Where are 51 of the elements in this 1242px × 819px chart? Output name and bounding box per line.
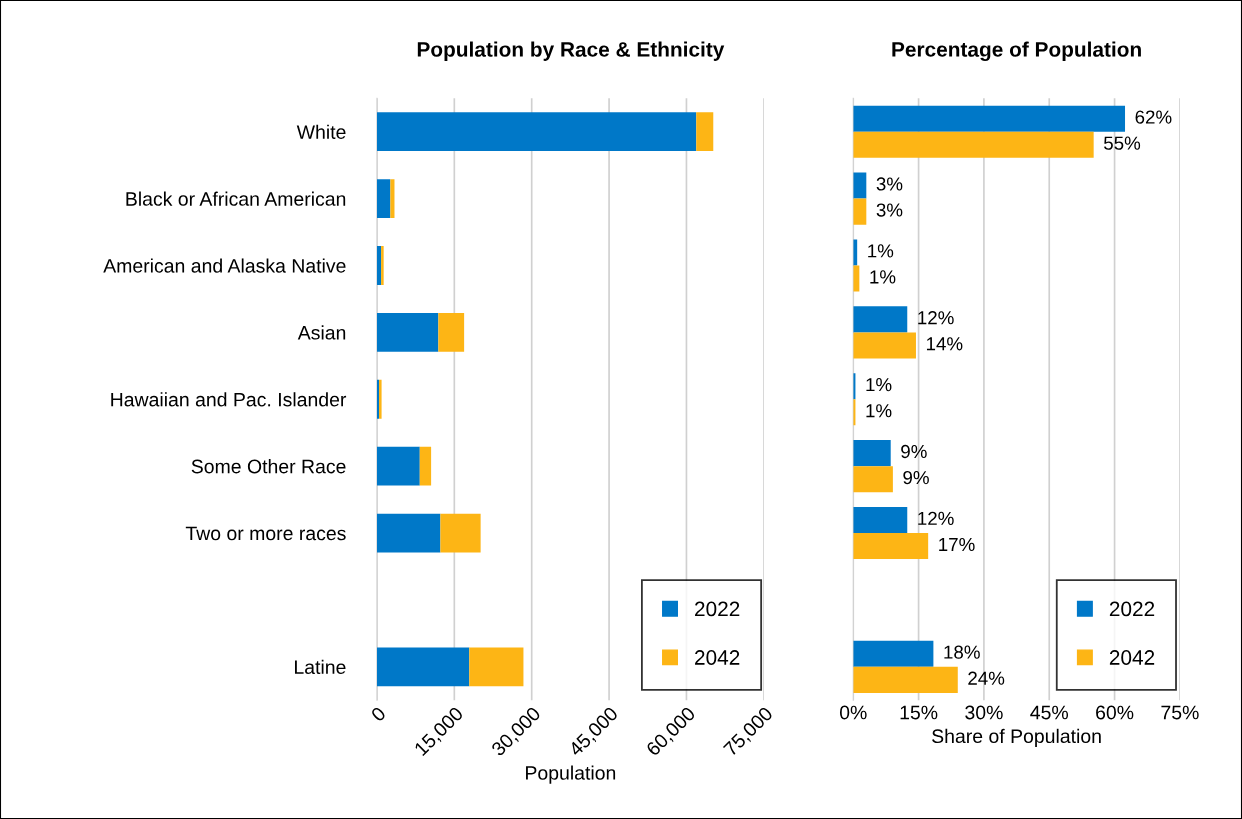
data-label: 14% <box>926 337 963 351</box>
legend-label: 2042 <box>695 650 740 665</box>
data-label: 3% <box>876 177 903 191</box>
data-label: 9% <box>903 470 929 485</box>
bar <box>853 332 916 359</box>
chart-title: Percentage of Population <box>892 41 1141 62</box>
legend-label: 2022 <box>1109 601 1155 617</box>
data-label: 12% <box>918 311 954 325</box>
data-label: 17% <box>939 537 975 552</box>
bar <box>853 666 958 693</box>
x-tick-label: 60% <box>1096 705 1134 720</box>
x-tick-label: 30% <box>965 705 1003 720</box>
legend-label: 2042 <box>1109 650 1155 665</box>
x-axis-title: Population <box>526 765 616 784</box>
data-label: 1% <box>870 270 896 284</box>
y-tick-label: Two or more races <box>185 526 346 541</box>
x-axis-title: Share of Population <box>932 728 1101 747</box>
data-label: 12% <box>918 511 954 525</box>
data-label: 1% <box>868 244 894 258</box>
data-label: 1% <box>866 378 892 392</box>
bar <box>853 105 1126 132</box>
data-label: 1% <box>866 404 892 418</box>
legend-label: 2022 <box>695 601 740 617</box>
y-tick-label: White <box>296 124 346 139</box>
bar <box>853 172 867 199</box>
data-label: 55% <box>1104 136 1141 150</box>
y-tick-label: Asian <box>297 325 346 340</box>
y-tick-label: American and Alaska Native <box>103 258 346 273</box>
bar <box>853 533 929 560</box>
chart-title: Population by Race & Ethnicity <box>417 41 725 61</box>
data-label: 18% <box>944 645 980 659</box>
y-tick-label: Hawaiian and Pac. Islander <box>111 392 347 407</box>
x-tick-label: 0 <box>370 706 387 723</box>
data-label: 24% <box>968 671 1005 685</box>
x-tick-label: 0% <box>839 705 867 720</box>
data-label: 3% <box>876 203 903 217</box>
bar <box>853 440 891 467</box>
data-label: 62% <box>1135 110 1172 124</box>
bar <box>853 131 1094 158</box>
bar <box>853 466 893 493</box>
x-tick-label: 15% <box>900 705 938 720</box>
bar <box>853 640 934 667</box>
y-tick-label: Some Other Race <box>191 459 346 474</box>
y-tick-label: Black or African American <box>126 191 346 206</box>
bar <box>853 306 908 333</box>
y-tick-label: Latine <box>295 659 346 675</box>
x-tick-label: 45% <box>1030 705 1069 720</box>
x-tick-label: 75% <box>1161 705 1199 720</box>
bar <box>853 198 867 225</box>
data-label: 9% <box>901 444 927 459</box>
bar <box>853 506 908 534</box>
